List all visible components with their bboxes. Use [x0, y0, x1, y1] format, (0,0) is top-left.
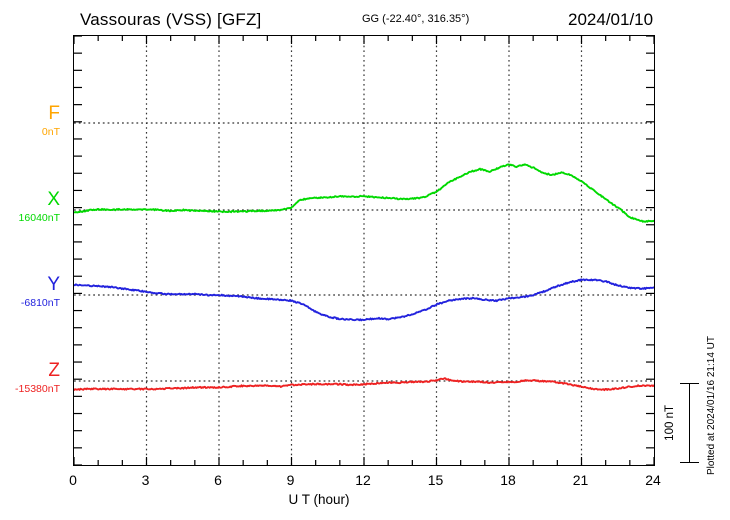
x-axis-tick-0: 0	[69, 472, 77, 488]
x-axis-tick-6: 6	[214, 472, 222, 488]
x-axis-title-text: U T (hour)	[288, 492, 350, 507]
component-label-z: Z	[48, 360, 60, 381]
plotted-at-timestamp: Plotted at 2024/01/16 21:14 UT	[706, 336, 717, 475]
component-label-f: F	[48, 103, 60, 124]
component-baseline-f: 0nT	[41, 126, 60, 138]
scale-bar-label: 100 nT	[664, 405, 676, 441]
component-label-x: X	[47, 189, 60, 210]
component-baseline-x: 16040nT	[18, 212, 60, 224]
x-axis-tick-15: 15	[427, 472, 444, 488]
observation-date: 2024/01/10	[568, 10, 654, 29]
geographic-coordinates: GG (-22.40°, 316.35°)	[362, 13, 470, 25]
component-label-y: Y	[47, 274, 60, 295]
x-axis-tick-21: 21	[572, 472, 589, 488]
x-axis-tick-12: 12	[355, 472, 371, 488]
scale-bar-stem	[689, 383, 691, 463]
scale-bar: 100 nT	[664, 383, 699, 463]
x-axis-tick-3: 3	[141, 472, 150, 488]
magnetogram-plot-area	[73, 35, 655, 466]
scale-bar-cap-bottom	[680, 461, 699, 463]
component-baseline-y: -6810nT	[20, 297, 60, 309]
x-axis-title: U T (hour)	[0, 492, 730, 507]
component-baseline-z: -15380nT	[15, 383, 60, 395]
magnetogram-traces	[74, 36, 654, 465]
x-axis-tick-24: 24	[645, 472, 661, 488]
x-axis-tick-9: 9	[286, 472, 295, 488]
station-title: Vassouras (VSS) [GFZ]	[80, 10, 262, 29]
x-axis-tick-18: 18	[500, 472, 516, 488]
